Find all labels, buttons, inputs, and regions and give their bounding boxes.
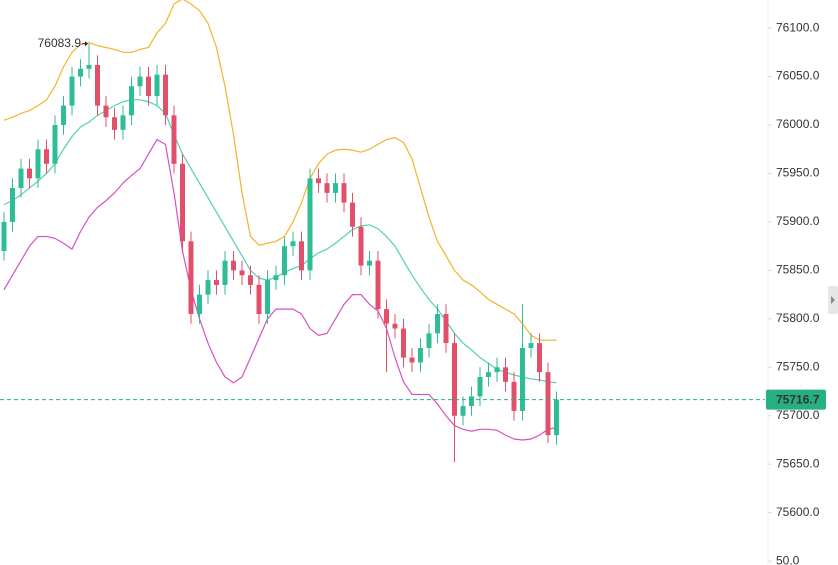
candle-body [95, 64, 100, 106]
y-tick-label: 50.0 [776, 553, 800, 565]
candle-body [537, 343, 542, 373]
band-line [3, 99, 557, 384]
candle-body [222, 260, 228, 285]
y-tick-label: 75600.0 [776, 505, 820, 519]
candle-body [316, 178, 321, 184]
candle-body [61, 105, 66, 126]
candle-body [435, 313, 440, 334]
candle-body [205, 280, 211, 295]
y-tick-label: 75900.0 [776, 214, 820, 228]
candle-body [426, 333, 432, 348]
candle-body [248, 275, 253, 285]
candle-body [171, 115, 177, 164]
candle-body [146, 76, 151, 96]
y-tick-label: 75800.0 [776, 311, 820, 325]
y-tick-label: 75850.0 [776, 263, 820, 277]
candle-body [545, 372, 551, 436]
candle-body [273, 275, 279, 281]
high-arrowhead [85, 41, 88, 47]
y-tick-label: 75750.0 [776, 359, 820, 373]
band-line [3, 0, 557, 341]
y-tick-label: 76000.0 [776, 117, 820, 131]
candle-body [392, 323, 398, 329]
candle-body [503, 367, 508, 382]
candle-body [333, 183, 338, 193]
candle-body [27, 168, 32, 179]
candle-body [214, 280, 219, 285]
candle-body [299, 241, 304, 271]
y-tick-label: 75700.0 [776, 408, 820, 422]
candle-body [375, 260, 381, 310]
candle-body [112, 117, 117, 130]
candle-body [418, 347, 423, 363]
y-tick-label: 76100.0 [776, 20, 820, 34]
last-price-label: 75716.7 [776, 393, 820, 407]
candle-body [554, 399, 559, 436]
candle-body [188, 241, 194, 314]
candle-body [163, 74, 168, 116]
y-tick-label: 75950.0 [776, 166, 820, 180]
candle-body [469, 396, 474, 407]
band-line [3, 138, 557, 441]
candle-body [477, 376, 483, 397]
candle-body [511, 381, 517, 411]
scroll-arrow [831, 296, 835, 304]
candle-body [409, 357, 415, 363]
candle-body [528, 343, 534, 348]
candle-body [10, 188, 15, 222]
candle-body [231, 260, 236, 271]
candle-body [494, 367, 500, 373]
candle-body [486, 372, 491, 377]
candle-body [307, 178, 313, 271]
high-annotation: 76083.9 [38, 36, 82, 50]
candle-body [324, 183, 330, 193]
candle-body [520, 347, 525, 411]
candle-body [103, 105, 109, 118]
candle-body [86, 64, 92, 69]
candle-body [137, 76, 143, 87]
candle-body [129, 86, 134, 116]
candle-body [197, 294, 202, 314]
candle-body [180, 163, 185, 242]
candle-body [265, 280, 270, 314]
candle-body [282, 246, 287, 276]
candle-body [358, 226, 364, 266]
candle-body [239, 270, 245, 276]
candle-body [452, 343, 457, 416]
candle-body [350, 202, 355, 227]
candle-body [341, 183, 347, 203]
candle-body [18, 168, 24, 189]
candle-body [460, 406, 466, 416]
candle-body [52, 125, 58, 164]
y-tick-label: 76050.0 [776, 69, 820, 83]
candle-body [69, 76, 75, 106]
candle-body [256, 284, 262, 314]
candle-body [1, 221, 7, 252]
candle-body [35, 149, 41, 179]
candle-body [290, 241, 296, 247]
last-price-box [766, 389, 826, 410]
candle-body [154, 74, 160, 96]
candle-body [367, 260, 372, 266]
candle-body [120, 115, 126, 130]
candle-body [78, 68, 83, 77]
candle-body [384, 309, 389, 324]
candle-body [44, 149, 49, 164]
candle-body [443, 313, 449, 344]
candle-body [401, 328, 406, 358]
y-tick-label: 75650.0 [776, 456, 820, 470]
